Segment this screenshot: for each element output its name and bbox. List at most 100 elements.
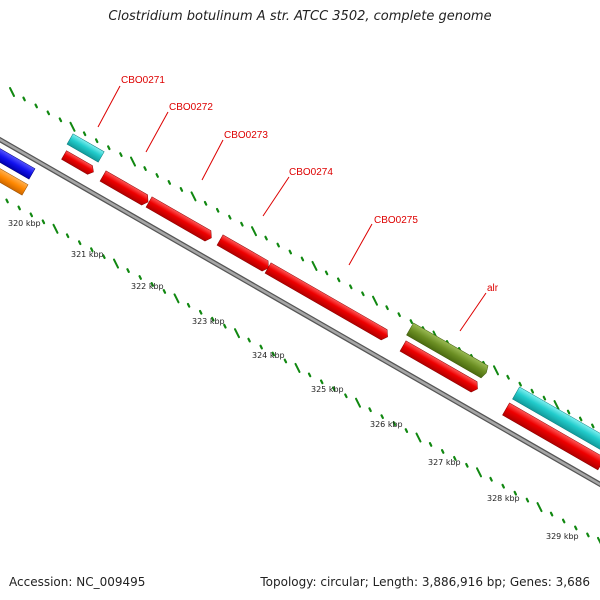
minor-tick (566, 409, 571, 415)
minor-tick (34, 103, 38, 109)
outer-tick-ring (9, 87, 595, 429)
minor-tick (179, 187, 184, 192)
minor-tick (90, 247, 94, 253)
minor-tick (397, 312, 401, 318)
gene-cbo0275[interactable] (264, 262, 391, 342)
minor-tick (332, 386, 336, 392)
minor-tick (300, 256, 305, 262)
minor-tick (223, 323, 227, 329)
gene-red-6[interactable] (399, 340, 481, 394)
minor-tick (513, 490, 518, 496)
minor-tick (530, 388, 535, 394)
minor-tick (82, 131, 87, 137)
gene-label: CBO0272 (169, 102, 213, 113)
major-tick (52, 223, 59, 234)
major-tick (536, 502, 543, 513)
minor-tick (344, 393, 348, 399)
kbp-label: 326 kbp (370, 420, 403, 429)
gene-label: CBO0275 (374, 215, 418, 226)
minor-tick (453, 455, 457, 461)
minor-tick (518, 381, 522, 387)
gene-cyan-1[interactable] (66, 133, 105, 163)
minor-tick (271, 351, 276, 357)
minor-tick (368, 407, 372, 413)
kbp-label: 322 kbp (131, 282, 164, 291)
major-tick (190, 191, 197, 202)
gene-label: CBO0273 (224, 130, 268, 141)
minor-tick (404, 428, 409, 433)
minor-tick (94, 138, 99, 144)
minor-tick (392, 421, 397, 426)
minor-tick (319, 379, 324, 385)
minor-tick (186, 302, 191, 308)
minor-tick (228, 214, 232, 220)
kbp-label: 329 kbp (546, 532, 579, 541)
backbone (0, 136, 600, 488)
major-tick (113, 258, 119, 269)
minor-tick (22, 96, 26, 102)
gene-cbo0274[interactable] (216, 234, 272, 273)
major-tick (553, 400, 560, 411)
minor-tick (155, 173, 159, 178)
major-tick (130, 156, 136, 167)
gene-cyan-2[interactable] (512, 386, 600, 455)
major-tick (311, 260, 318, 271)
minor-tick (143, 166, 147, 171)
minor-tick (578, 416, 583, 422)
minor-tick (77, 240, 82, 246)
minor-tick (138, 275, 142, 280)
minor-tick (542, 395, 547, 401)
major-tick (294, 362, 301, 373)
major-tick (415, 432, 422, 443)
minor-tick (162, 289, 167, 294)
minor-tick (198, 309, 203, 315)
gene-cbo0271[interactable] (61, 150, 96, 177)
reverse-strand-track (0, 138, 600, 471)
minor-tick (264, 235, 268, 241)
gene-label: alr (487, 283, 499, 294)
minor-tick (41, 219, 46, 225)
gene-orange[interactable] (0, 158, 29, 196)
gene-red-7[interactable] (502, 402, 600, 471)
major-tick (251, 226, 257, 237)
minor-tick (586, 532, 590, 538)
gene-cbo0273[interactable] (145, 196, 214, 243)
major-tick (372, 295, 378, 306)
minor-tick (380, 414, 384, 420)
gene-label: CBO0271 (121, 75, 165, 86)
minor-tick (167, 180, 172, 185)
minor-tick (119, 152, 123, 158)
gene-alr[interactable] (406, 322, 490, 379)
major-tick (597, 536, 600, 545)
kbp-label: 325 kbp (311, 385, 344, 394)
minor-tick (5, 198, 9, 204)
minor-tick (107, 145, 111, 151)
minor-tick (409, 319, 414, 324)
minor-tick (349, 284, 353, 290)
minor-tick (489, 476, 493, 482)
minor-tick (561, 518, 566, 524)
minor-tick (465, 462, 469, 468)
gene-blue[interactable] (0, 138, 36, 180)
inner-tick-ring (5, 198, 600, 545)
map-title: Clostridium botulinum A str. ATCC 3502, … (108, 9, 492, 24)
gene-cbo0272[interactable] (99, 170, 151, 207)
minor-tick (211, 316, 215, 322)
kbp-label: 323 kbp (192, 317, 225, 326)
minor-tick (46, 110, 51, 116)
minor-tick (506, 374, 510, 380)
minor-tick (17, 205, 21, 211)
minor-tick (336, 277, 341, 283)
kbp-label: 327 kbp (428, 458, 461, 467)
minor-tick (102, 254, 106, 260)
accession-text: Accession: NC_009495 (9, 575, 146, 589)
kbp-label: 328 kbp (487, 494, 520, 503)
major-tick (234, 328, 240, 339)
minor-tick (58, 117, 63, 123)
minor-tick (240, 221, 244, 227)
minor-tick (591, 423, 595, 429)
major-tick (493, 365, 499, 376)
minor-tick (574, 525, 578, 531)
minor-tick (307, 372, 312, 378)
